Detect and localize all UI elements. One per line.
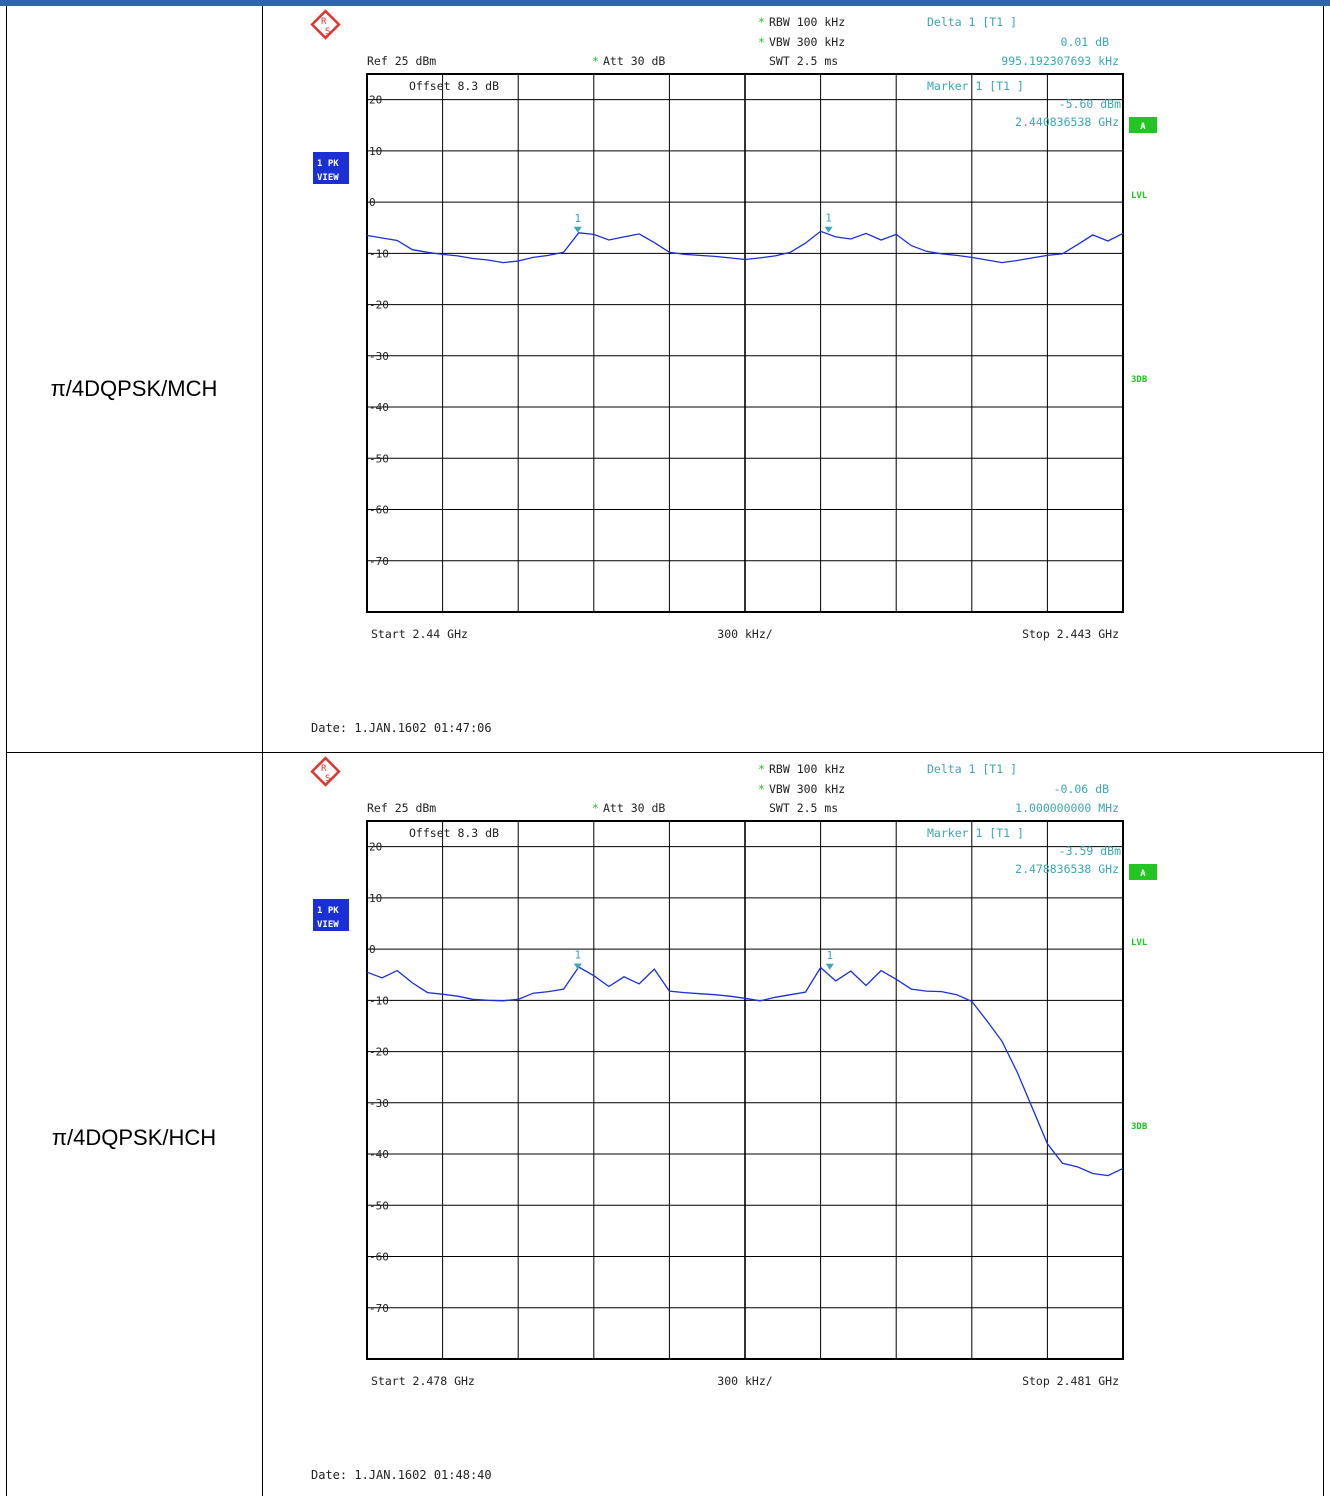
chart1-y-tick-2: 0: [369, 943, 376, 956]
chart0-y-tick-1: 10: [369, 145, 382, 158]
chart0-swt-label: SWT 2.5 ms: [769, 54, 838, 68]
chart1-a-badge: [1129, 864, 1157, 880]
chart1-delta-value: -0.06 dB: [1054, 782, 1109, 796]
chart0-start-label: Start 2.44 GHz: [371, 627, 468, 641]
row-divider: [6, 752, 1324, 753]
chart1-marker-0-id: 1: [574, 948, 581, 961]
chart1-marker-0-marker-triangle-icon: [573, 963, 582, 970]
chart0-3db-label: 3DB: [1131, 375, 1148, 385]
chart1-y-tick-7: -50: [369, 1199, 389, 1212]
chart0-span-div-label: 300 kHz/: [717, 627, 772, 641]
chart0-date-label: Date: 1.JAN.1602 01:47:06: [311, 721, 492, 735]
chart1-y-tick-4: -20: [369, 1046, 389, 1059]
chart1-marker-label: Marker 1 [T1 ]: [927, 826, 1024, 840]
chart1-start-label: Start 2.478 GHz: [371, 1374, 475, 1388]
chart1-trace-line: [366, 966, 1124, 1177]
result-table: [6, 6, 1324, 1496]
chart1-y-tick-1: 10: [369, 892, 382, 905]
chart1-view-label: VIEW: [317, 920, 339, 930]
chart0-marker-freq: 2.440836538 GHz: [1015, 115, 1119, 129]
chart1-stop-label: Stop 2.481 GHz: [1022, 1374, 1119, 1388]
chart0-stop-label: Stop 2.443 GHz: [1022, 627, 1119, 641]
chart0-lvl-label: LVL: [1131, 191, 1148, 201]
chart1-y-tick-6: -40: [369, 1148, 389, 1161]
chart0-marker-0-id: 1: [574, 212, 581, 225]
chart0-logo-diamond: [310, 9, 341, 40]
chart0-y-tick-2: 0: [369, 196, 376, 209]
chart0-offset-label: Offset 8.3 dB: [409, 79, 499, 93]
chart0-a-badge: [1129, 117, 1157, 133]
chart1-y-tick-3: -10: [369, 994, 389, 1007]
chart1-ref-label: Ref 25 dBm: [367, 801, 436, 815]
chart0-delta-freq: 995.192307693 kHz: [1001, 54, 1119, 68]
row-label-hch: π/4DQPSK/HCH: [51, 1125, 217, 1150]
chart0-trace-badge: [313, 152, 349, 184]
chart1-rbw-label: RBW 100 kHz: [769, 762, 845, 776]
column-divider: [262, 6, 263, 1496]
chart0-rbw-star: *: [758, 15, 765, 29]
chart0-marker-0-marker-triangle-icon: [573, 226, 582, 233]
chart1-trace-badge: [313, 899, 349, 931]
row-label-mch: π/4DQPSK/MCH: [50, 376, 218, 401]
chart1-marker-1-marker-triangle-icon: [825, 963, 834, 970]
chart0-delta-value: 0.01 dB: [1061, 35, 1110, 49]
chart0-vbw-star: *: [758, 35, 765, 49]
chart1-date-label: Date: 1.JAN.1602 01:48:40: [311, 1468, 492, 1482]
chart1-att-star: *: [592, 801, 599, 815]
chart1-vbw-star: *: [758, 782, 765, 796]
chart1-logo-diamond: [310, 756, 341, 787]
chart1-logo-r: R: [321, 764, 327, 774]
chart0-y-tick-9: -70: [369, 555, 389, 568]
chart1-y-tick-9: -70: [369, 1302, 389, 1315]
chart0-y-tick-6: -40: [369, 401, 389, 414]
chart0-view-label: VIEW: [317, 173, 339, 183]
chart1-a-label: A: [1140, 869, 1146, 879]
chart0-y-tick-0: 20: [369, 94, 382, 107]
chart1-rs-logo-icon: RS: [310, 756, 341, 787]
chart0-ref-label: Ref 25 dBm: [367, 54, 436, 68]
chart0-delta-label: Delta 1 [T1 ]: [927, 15, 1017, 29]
chart1-span-div-label: 300 kHz/: [717, 1374, 772, 1388]
chart1-marker-value: -3.59 dBm: [1059, 844, 1121, 858]
chart1-3db-label: 3DB: [1131, 1122, 1148, 1132]
chart0-vbw-label: VBW 300 kHz: [769, 35, 845, 49]
chart0-rbw-label: RBW 100 kHz: [769, 15, 845, 29]
chart0-y-tick-3: -10: [369, 247, 389, 260]
chart1-offset-label: Offset 8.3 dB: [409, 826, 499, 840]
chart0-y-tick-7: -50: [369, 452, 389, 465]
chart0-att-star: *: [592, 54, 599, 68]
chart0-y-tick-8: -60: [369, 504, 389, 517]
spectrum-plot-hch: RS * RBW 100 kHz * VBW 300 kHz SWT 2.5 ms Ref …: [310, 756, 1157, 1482]
chart0-trace-mode-label: 1 PK: [317, 159, 339, 169]
chart1-delta-label: Delta 1 [T1 ]: [927, 762, 1017, 776]
chart1-logo-s: S: [325, 774, 330, 784]
chart1-att-label: Att 30 dB: [603, 801, 665, 815]
chart0-y-tick-5: -30: [369, 350, 389, 363]
chart1-rbw-star: *: [758, 762, 765, 776]
header-bar: [0, 0, 1330, 6]
chart1-marker-freq: 2.478836538 GHz: [1015, 862, 1119, 876]
chart0-marker-1-id: 1: [825, 212, 832, 225]
chart1-vbw-label: VBW 300 kHz: [769, 782, 845, 796]
chart1-lvl-label: LVL: [1131, 938, 1148, 948]
chart0-trace-line: [366, 230, 1124, 264]
chart1-y-tick-0: 20: [369, 841, 382, 854]
chart1-delta-freq: 1.000000000 MHz: [1015, 801, 1119, 815]
chart1-y-tick-5: -30: [369, 1097, 389, 1110]
chart1-marker-1-id: 1: [826, 949, 833, 962]
chart1-y-tick-8: -60: [369, 1251, 389, 1264]
chart0-y-tick-4: -20: [369, 299, 389, 312]
spectrum-plot-mch: RS * RBW 100 kHz * VBW 300 kHz SWT 2.5 ms Ref …: [310, 9, 1157, 735]
chart0-a-label: A: [1140, 122, 1146, 132]
chart0-logo-s: S: [325, 27, 330, 37]
chart1-swt-label: SWT 2.5 ms: [769, 801, 838, 815]
chart0-logo-r: R: [321, 17, 327, 27]
chart0-att-label: Att 30 dB: [603, 54, 665, 68]
chart0-marker-1-marker-triangle-icon: [824, 226, 833, 233]
chart0-marker-value: -5.60 dBm: [1059, 97, 1121, 111]
chart0-rs-logo-icon: RS: [310, 9, 341, 40]
chart0-marker-label: Marker 1 [T1 ]: [927, 79, 1024, 93]
chart1-trace-mode-label: 1 PK: [317, 906, 339, 916]
